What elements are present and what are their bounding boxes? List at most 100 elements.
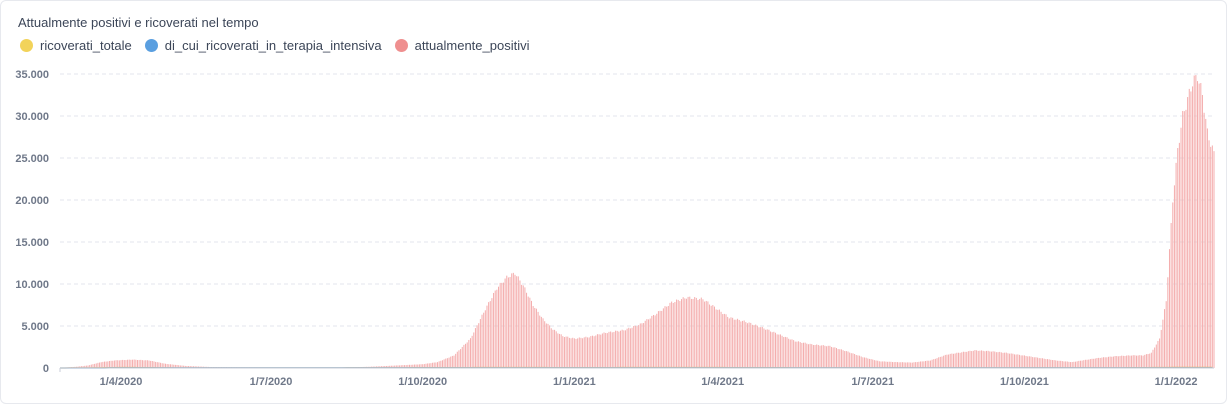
bar-attualmente-positivi [1030, 356, 1032, 368]
bar-attualmente-positivi [934, 358, 936, 368]
bar-attualmente-positivi [173, 364, 175, 368]
bar-attualmente-positivi [924, 360, 927, 368]
bar-attualmente-positivi [1055, 360, 1057, 368]
bar-attualmente-positivi [1150, 352, 1152, 368]
bar-attualmente-positivi [816, 344, 818, 368]
bar-attualmente-positivi [1139, 355, 1141, 368]
bar-attualmente-positivi [811, 344, 813, 368]
bar-attualmente-positivi [893, 362, 895, 368]
bar-attualmente-positivi [1131, 355, 1133, 368]
bar-attualmente-positivi [441, 360, 443, 368]
bar-attualmente-positivi [1144, 354, 1146, 368]
bar-attualmente-positivi [1206, 128, 1208, 368]
legend-item-attualmente-positivi[interactable]: attualmente_positivi [394, 38, 530, 53]
bar-attualmente-positivi [725, 314, 727, 368]
bar-attualmente-positivi [578, 337, 580, 368]
bar-attualmente-positivi [1149, 353, 1151, 368]
legend-item-terapia-intensiva[interactable]: di_cui_ricoverati_in_terapia_intensiva [144, 38, 382, 53]
legend-dot-icon [20, 39, 33, 52]
bar-attualmente-positivi [100, 362, 102, 368]
bar-attualmente-positivi [189, 366, 191, 368]
bar-attualmente-positivi [430, 363, 432, 368]
bar-attualmente-positivi [1136, 355, 1138, 368]
bar-attualmente-positivi [80, 366, 82, 368]
bar-attualmente-positivi [183, 365, 185, 368]
bar-attualmente-positivi [1203, 112, 1205, 368]
bar-attualmente-positivi [1107, 356, 1110, 368]
bar-attualmente-positivi [760, 327, 762, 368]
bar-attualmente-positivi [145, 360, 147, 368]
bar-attualmente-positivi [136, 360, 138, 368]
bar-attualmente-positivi [481, 314, 483, 368]
bar-attualmente-positivi [1164, 309, 1166, 368]
bar-attualmente-positivi [648, 319, 650, 368]
bar-attualmente-positivi [1099, 357, 1101, 368]
bar-attualmente-positivi [552, 329, 554, 368]
bar-attualmente-positivi [567, 336, 569, 368]
bar-attualmente-positivi [669, 302, 671, 368]
y-tick-label: 35.000 [15, 69, 49, 81]
bar-attualmente-positivi [873, 360, 875, 368]
bar-attualmente-positivi [1083, 360, 1085, 368]
bar-attualmente-positivi [959, 352, 961, 368]
bar-attualmente-positivi [115, 360, 117, 368]
bar-attualmente-positivi [888, 361, 890, 368]
bar-attualmente-positivi [493, 292, 495, 368]
bar-attualmente-positivi [735, 319, 737, 368]
bar-attualmente-positivi [849, 352, 851, 368]
bar-attualmente-positivi [892, 362, 894, 368]
bar-attualmente-positivi [473, 332, 475, 368]
bar-attualmente-positivi [641, 323, 643, 368]
bar-attualmente-positivi [926, 360, 928, 368]
bar-attualmente-positivi [394, 365, 396, 368]
bar-attualmente-positivi [1037, 357, 1039, 368]
bar-attualmente-positivi [992, 351, 994, 368]
bar-attualmente-positivi [1089, 359, 1091, 368]
bar-attualmente-positivi [577, 338, 579, 368]
bar-attualmente-positivi [727, 316, 729, 368]
bar-attualmente-positivi [549, 325, 551, 368]
bar-attualmente-positivi [387, 365, 389, 368]
bar-attualmente-positivi [1068, 361, 1070, 368]
bar-attualmente-positivi [496, 289, 498, 368]
bar-attualmente-positivi [872, 359, 874, 368]
bar-attualmente-positivi [1211, 145, 1213, 368]
bar-attualmente-positivi [802, 342, 805, 368]
bar-attualmente-positivi [1154, 347, 1156, 368]
bar-attualmente-positivi [501, 282, 503, 368]
bar-attualmente-positivi [649, 318, 651, 368]
bar-attualmente-positivi [113, 360, 115, 368]
bar-attualmente-positivi [132, 359, 134, 368]
bar-attualmente-positivi [537, 311, 539, 368]
y-tick-label: 20.000 [15, 195, 49, 207]
bar-attualmente-positivi [557, 333, 559, 368]
bar-attualmente-positivi [408, 364, 411, 368]
bar-attualmente-positivi [99, 362, 101, 368]
bar-attualmente-positivi [618, 331, 620, 368]
bar-attualmente-positivi [887, 361, 889, 368]
bar-attualmente-positivi [102, 361, 104, 368]
bar-attualmente-positivi [522, 285, 524, 368]
bar-attualmente-positivi [1081, 360, 1083, 368]
bar-attualmente-positivi [415, 364, 417, 368]
legend-item-ricoverati-totale[interactable]: ricoverati_totale [20, 38, 132, 53]
bar-attualmente-positivi [516, 276, 518, 368]
bar-attualmente-positivi [1022, 355, 1024, 368]
bar-attualmente-positivi [544, 321, 546, 368]
bar-attualmente-positivi [987, 350, 989, 368]
bar-attualmente-positivi [573, 338, 575, 368]
bar-attualmente-positivi [399, 365, 401, 368]
bar-attualmente-positivi [796, 341, 798, 368]
bar-attualmente-positivi [1190, 91, 1192, 368]
bar-attualmente-positivi [822, 345, 824, 368]
bar-attualmente-positivi [138, 359, 140, 368]
bar-attualmente-positivi [526, 292, 528, 368]
bar-attualmente-positivi [554, 329, 556, 368]
bar-attualmente-positivi [789, 339, 791, 368]
bar-attualmente-positivi [169, 364, 171, 368]
bar-attualmente-positivi [588, 337, 590, 368]
bar-attualmente-positivi [1084, 359, 1086, 368]
bar-attualmente-positivi [1007, 353, 1009, 368]
bar-attualmente-positivi [791, 339, 793, 368]
x-tick-label: 1/1/2021 [553, 376, 596, 388]
